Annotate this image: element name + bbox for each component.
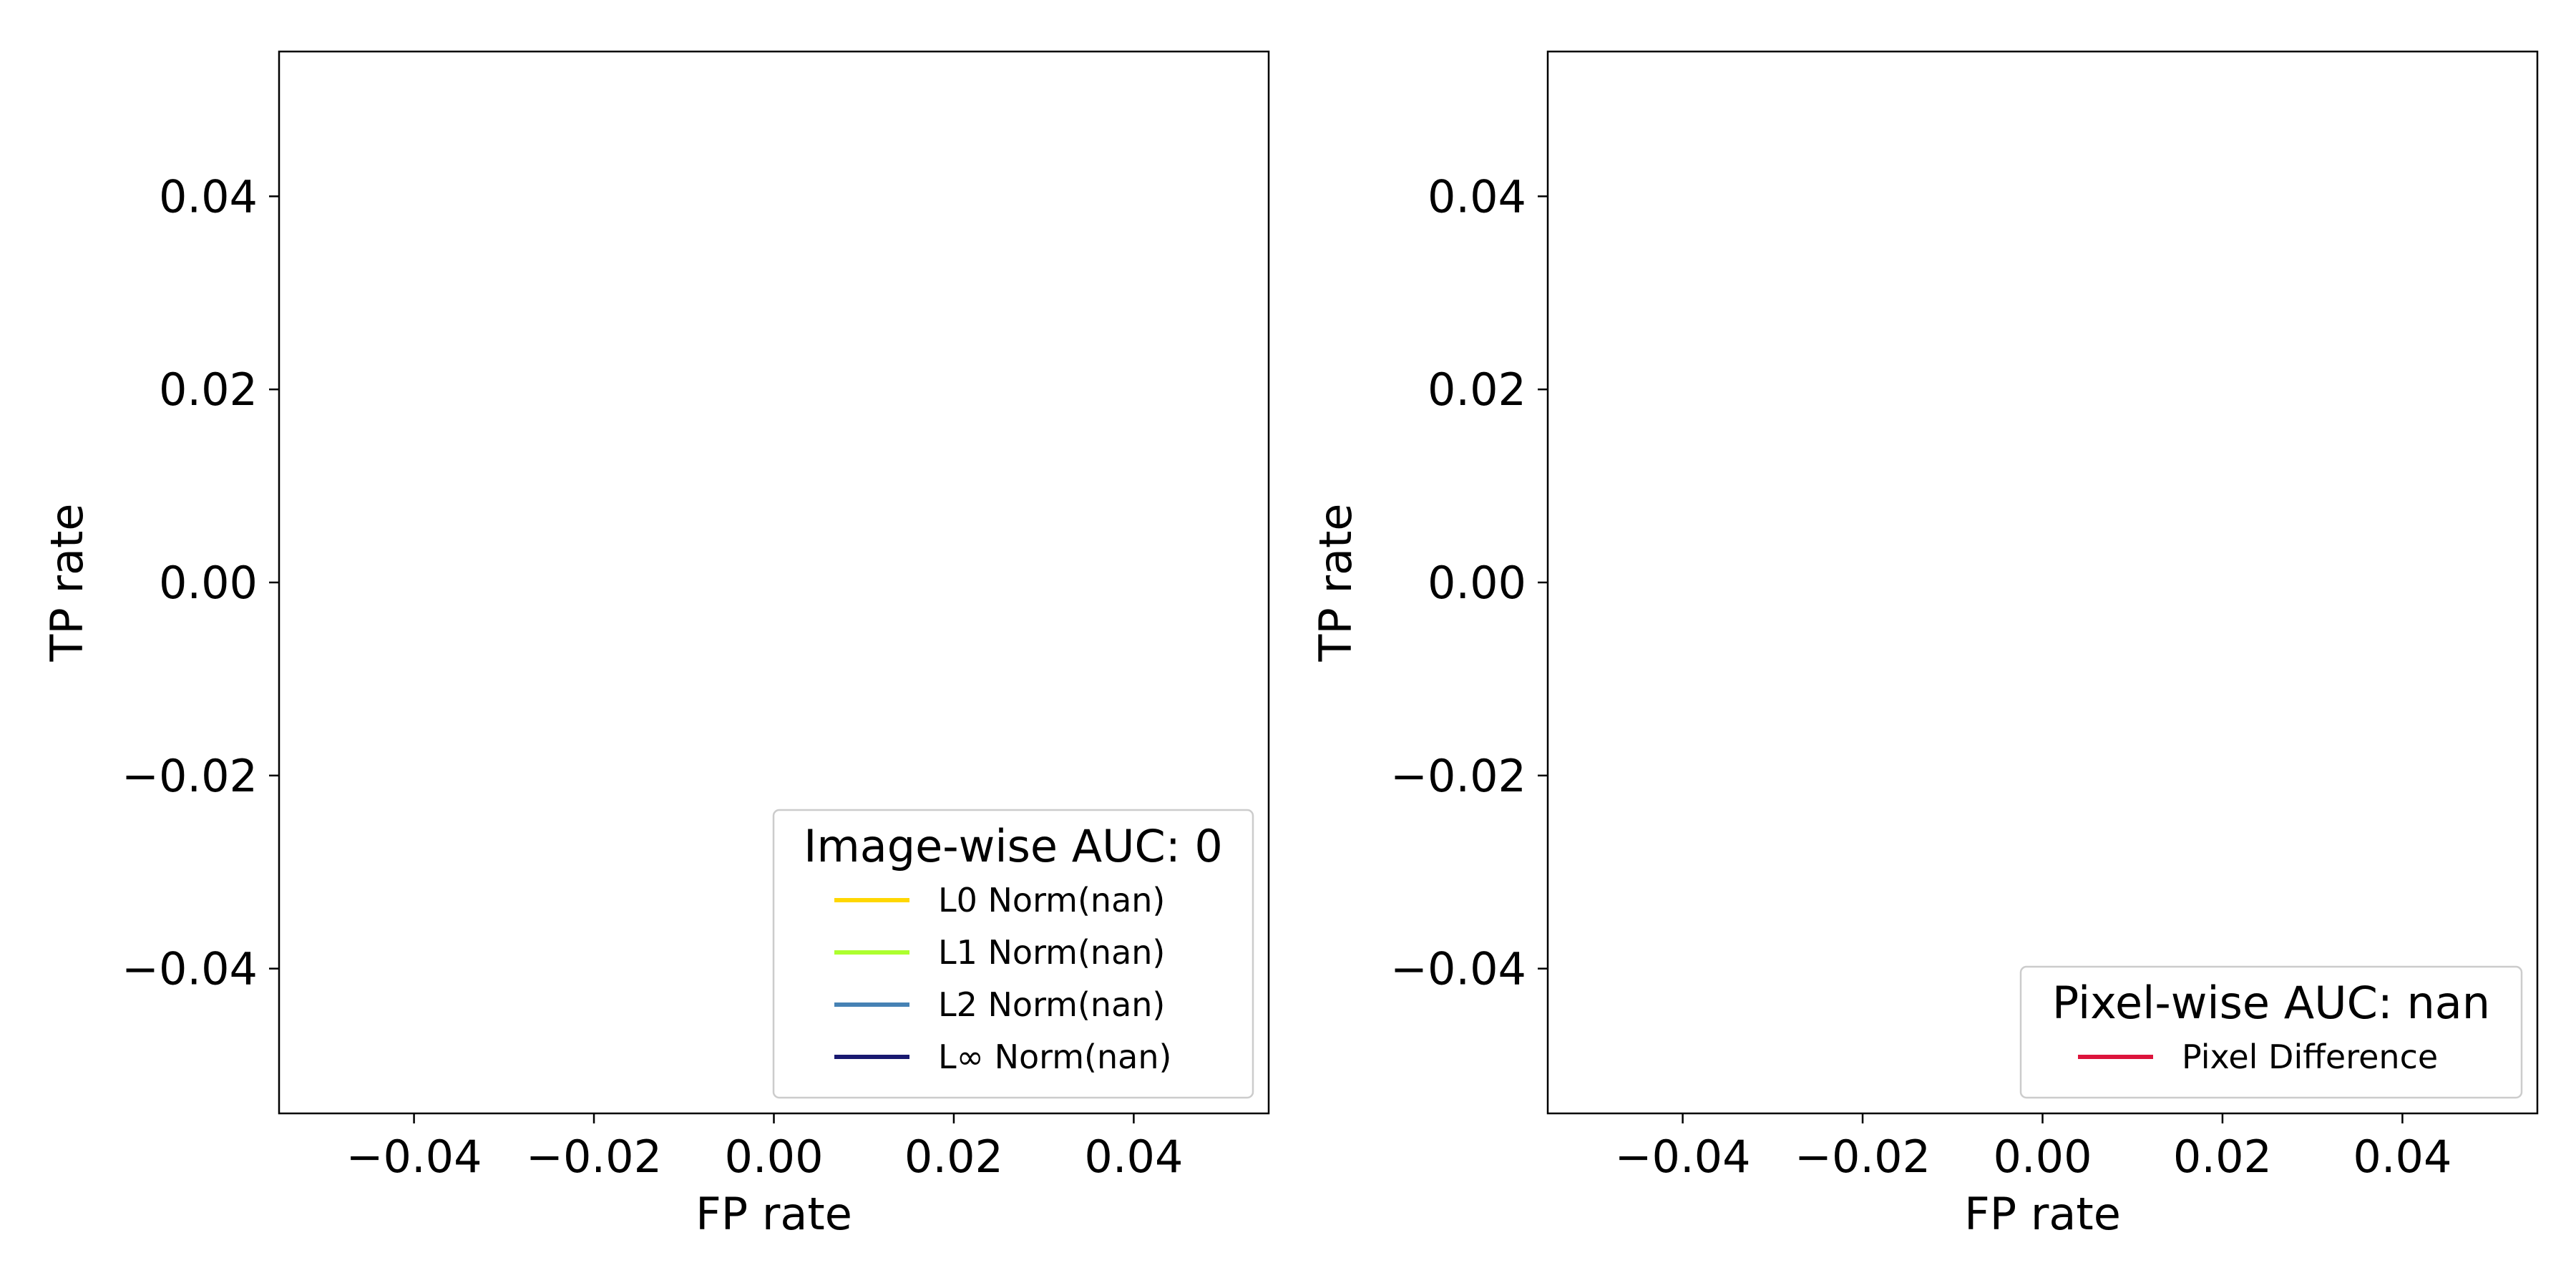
chart-panel-2: −0.04 −0.02 0.00 0.02 0.04 −0.04 −0.02 0.00 0.02… (1309, 50, 2539, 1240)
x-tick-label: −0.04 (346, 1131, 482, 1183)
legend-box (772, 809, 1254, 1099)
legend-entry-label: L∞ Norm(nan) (938, 1038, 1171, 1076)
legend-entry-label: L0 Norm(nan) (938, 881, 1165, 919)
y-axis-label: TP rate (41, 504, 93, 663)
x-axis-label: FP rate (1964, 1188, 2121, 1240)
x-tick-label: −0.04 (1615, 1131, 1751, 1183)
legend: Image-wise AUC: 0 L0 Norm(nan) L1 Norm(nan… (772, 809, 1254, 1099)
y-tick-label: −0.04 (122, 943, 258, 995)
y-tick-label: 0.02 (1428, 364, 1526, 416)
x-axis-label: FP rate (696, 1188, 852, 1240)
y-tick-label: 0.00 (159, 557, 258, 609)
x-tick-label: 0.04 (2353, 1131, 2451, 1183)
x-tick-label: 0.00 (724, 1131, 823, 1183)
legend-box (2019, 965, 2523, 1099)
legend-entry-label: L1 Norm(nan) (938, 933, 1165, 972)
x-tick-label: 0.02 (904, 1131, 1003, 1183)
y-tick-label: −0.02 (1390, 750, 1526, 802)
y-tick-label: 0.02 (159, 364, 258, 416)
legend-title: Image-wise AUC: 0 (804, 820, 1223, 872)
legend-entry-label: Pixel Difference (2182, 1038, 2438, 1076)
x-tick-label: 0.00 (1993, 1131, 2092, 1183)
x-tick-label: 0.02 (2173, 1131, 2272, 1183)
chart-panel-1: −0.04 −0.02 0.00 0.02 0.04 −0.04 −0.02 0.00 0.02… (41, 50, 1270, 1240)
y-axis-label: TP rate (1309, 504, 1362, 663)
y-tick-label: 0.04 (1428, 170, 1526, 223)
y-tick-label: −0.04 (1390, 943, 1526, 995)
y-tick-label: 0.00 (1428, 557, 1526, 609)
legend-title: Pixel-wise AUC: nan (2052, 977, 2490, 1029)
legend-entry-label: L2 Norm(nan) (938, 985, 1165, 1024)
y-tick-label: −0.02 (122, 750, 258, 802)
legend: Pixel-wise AUC: nan Pixel Difference (2019, 965, 2523, 1099)
x-tick-label: 0.04 (1084, 1131, 1183, 1183)
plot-area-frame (1546, 50, 2539, 1115)
x-tick-label: −0.02 (1795, 1131, 1931, 1183)
x-tick-label: −0.02 (526, 1131, 662, 1183)
y-tick-label: 0.04 (159, 170, 258, 223)
